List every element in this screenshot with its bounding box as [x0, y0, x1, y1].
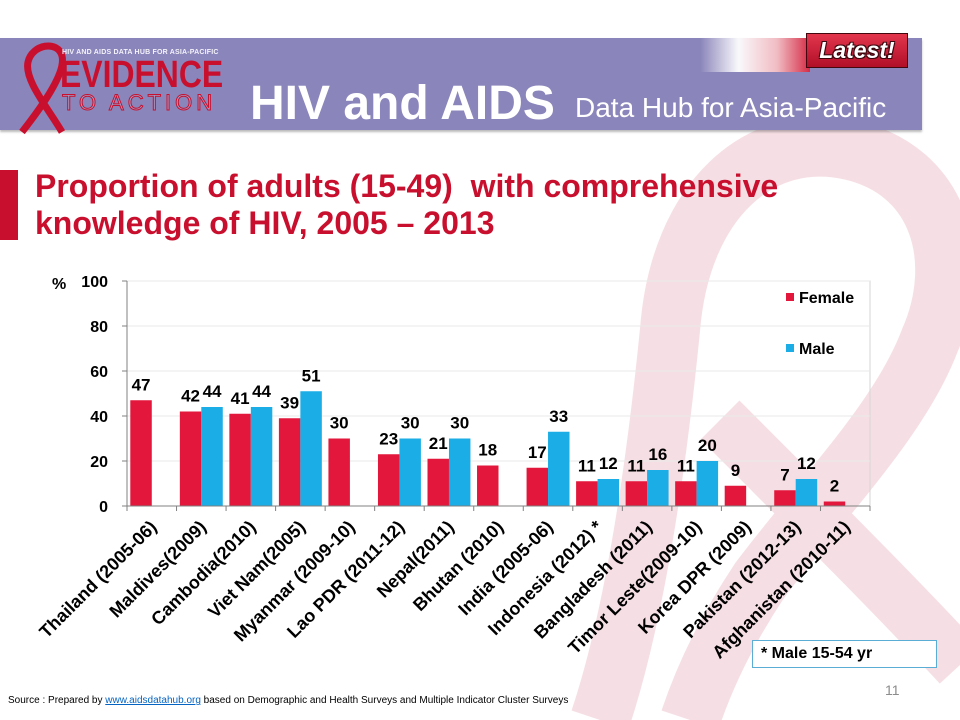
- bar-female: [774, 490, 796, 506]
- data-label-female: 11: [677, 456, 695, 475]
- source-prefix: Source : Prepared by: [8, 695, 106, 706]
- y-tick-label: 100: [81, 274, 108, 291]
- bar-male: [647, 470, 669, 506]
- data-label-male: 33: [549, 407, 568, 426]
- bar-female: [576, 481, 598, 506]
- bar-female: [377, 454, 400, 506]
- bar-male: [548, 431, 570, 506]
- data-label-female: 21: [429, 434, 448, 453]
- bar-female: [477, 465, 499, 506]
- data-label-female: 39: [280, 393, 299, 412]
- bar-female: [427, 458, 449, 506]
- data-label-female: 2: [830, 477, 839, 496]
- ribbon-watermark-loop: [571, 116, 960, 720]
- bar-male: [250, 407, 273, 506]
- title-accent-bar: [0, 170, 18, 240]
- chart-category-labels: Thailand (2005-06)Maldives(2009)Cambodia…: [35, 517, 854, 663]
- data-label-female: 30: [330, 414, 349, 433]
- legend-swatch-male: [786, 344, 794, 352]
- y-tick-label: 40: [90, 409, 108, 426]
- source-note: Source : Prepared by www.aidsdatahub.org…: [8, 695, 568, 707]
- bar-female: [328, 438, 350, 506]
- bar-female: [229, 413, 251, 506]
- data-label-female: 41: [231, 389, 250, 408]
- latest-glow: [700, 38, 810, 72]
- bar-male: [399, 438, 421, 506]
- data-label-male: 30: [401, 414, 420, 433]
- data-label-male: 12: [599, 454, 618, 473]
- bar-female: [675, 481, 697, 506]
- data-label-female: 17: [528, 443, 547, 462]
- bar-male: [201, 407, 223, 506]
- data-label-male: 12: [797, 454, 816, 473]
- source-link[interactable]: www.aidsdatahub.org: [105, 695, 201, 706]
- footnote-box: * Male 15-54 yr: [752, 640, 937, 668]
- bar-female: [130, 400, 152, 506]
- data-label-female: 9: [731, 461, 740, 480]
- red-ribbon-icon: [19, 42, 66, 135]
- logo-wordmark-evidence: EVIDENCE: [60, 54, 224, 96]
- bar-male: [795, 479, 818, 506]
- slide-title: Proportion of adults (15-49) with compre…: [35, 168, 778, 242]
- bar-female: [823, 501, 846, 506]
- data-label-female: 23: [379, 429, 398, 448]
- bar-male: [448, 438, 471, 506]
- data-label-female: 11: [627, 456, 645, 475]
- header-title: HIV and AIDS: [250, 77, 555, 130]
- slide-title-line-1: Proportion of adults (15-49) with compre…: [35, 168, 779, 204]
- bar-female: [179, 411, 202, 506]
- y-tick-label: 60: [90, 364, 108, 381]
- legend-swatch-female: [786, 293, 794, 301]
- data-label-female: 11: [578, 456, 596, 475]
- data-label-male: 51: [302, 366, 321, 385]
- legend: Female Male: [786, 290, 854, 358]
- bar-male: [696, 461, 719, 506]
- bar-male: [300, 391, 322, 506]
- y-tick-label: 80: [90, 319, 108, 336]
- legend-label-male: Male: [799, 341, 835, 358]
- data-label-female: 7: [780, 465, 789, 484]
- y-tick-label: 20: [90, 454, 108, 471]
- logo-wordmark-to-action: TO ACTION: [61, 90, 217, 115]
- data-label-female: 42: [181, 387, 200, 406]
- bar-female: [278, 418, 301, 506]
- data-label-male: 30: [450, 414, 469, 433]
- slide-title-line-2: knowledge of HIV, 2005 – 2013: [35, 205, 495, 241]
- bar-female: [724, 485, 747, 506]
- data-label-female: 18: [478, 441, 497, 460]
- data-label-male: 44: [252, 382, 271, 401]
- header-subtitle: Data Hub for Asia-Pacific: [575, 92, 887, 123]
- data-label-male: 20: [698, 436, 717, 455]
- data-label-female: 47: [132, 375, 151, 394]
- y-tick-label: 0: [99, 499, 108, 516]
- ribbon-watermark-tail: [700, 400, 960, 684]
- chart-axes: 0 20 40 60 80 100%: [52, 274, 871, 516]
- bar-female: [625, 481, 648, 506]
- legend-label-female: Female: [799, 290, 854, 307]
- data-label-male: 16: [648, 445, 667, 464]
- source-suffix: based on Demographic and Health Surveys …: [200, 695, 569, 706]
- bar-male: [597, 479, 620, 506]
- chart-bars: [130, 391, 846, 506]
- y-axis-label: %: [52, 276, 66, 293]
- page-number: 11: [885, 682, 900, 698]
- bar-female: [526, 467, 549, 506]
- logo-tagline: HIV AND AIDS DATA HUB FOR ASIA-PACIFIC: [62, 49, 219, 56]
- latest-badge[interactable]: Latest!: [806, 33, 908, 68]
- data-label-male: 44: [203, 382, 222, 401]
